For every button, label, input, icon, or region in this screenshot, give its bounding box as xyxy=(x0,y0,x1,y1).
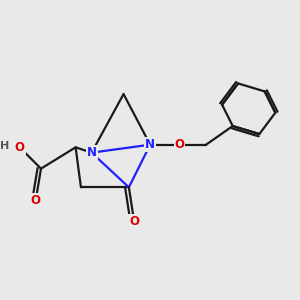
Text: N: N xyxy=(87,146,97,159)
Text: O: O xyxy=(15,141,25,154)
Text: O: O xyxy=(129,215,139,228)
Text: H: H xyxy=(0,141,10,151)
Text: N: N xyxy=(145,138,155,151)
Text: O: O xyxy=(31,194,41,207)
Text: O: O xyxy=(175,138,184,151)
